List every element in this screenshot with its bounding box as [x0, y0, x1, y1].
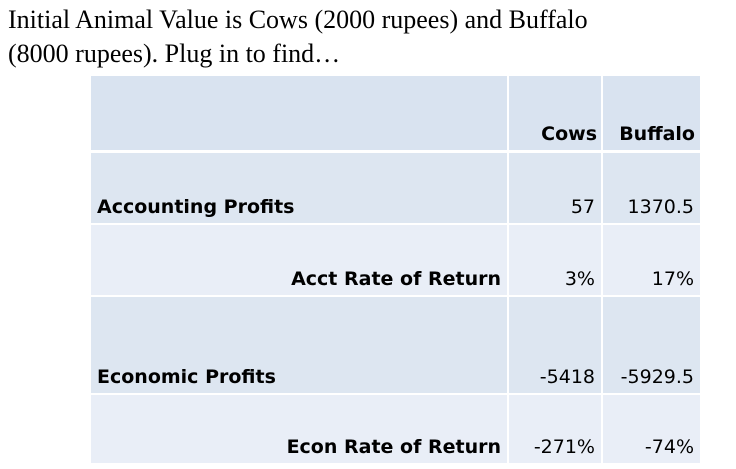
heading-line-1: Initial Animal Value is Cows (2000 rupee… — [8, 5, 588, 34]
header-cell-blank — [91, 76, 509, 153]
table-row: Accounting Profits 57 1370.5 — [91, 151, 700, 225]
table-row: Acct Rate of Return 3% 17% — [91, 224, 700, 297]
table-row: Economic Profits -5418 -5929.5 — [91, 296, 700, 395]
cows-economic-profits: -5418 — [539, 366, 595, 388]
cows-accounting-profits: 57 — [570, 196, 595, 218]
buffalo-accounting-profits: 1370.5 — [627, 196, 694, 218]
cows-acct-rate-of-return: 3% — [564, 268, 595, 290]
buffalo-economic-profits: -5929.5 — [620, 366, 694, 388]
row-label-acct-rate-of-return: Acct Rate of Return — [291, 268, 501, 290]
cows-value-cell: -271% — [508, 394, 603, 463]
profits-table: Cows Buffalo Accounting Profits 57 1370.… — [91, 76, 700, 463]
row-label-accounting-profits: Accounting Profits — [97, 196, 295, 218]
heading-line-2: (8000 rupees). Plug in to find… — [8, 39, 341, 68]
row-label-econ-rate-of-return: Econ Rate of Return — [286, 436, 501, 458]
buffalo-value-cell: -5929.5 — [602, 296, 700, 395]
cows-value-cell: -5418 — [508, 296, 603, 395]
buffalo-value-cell: 1370.5 — [602, 151, 700, 225]
cows-value-cell: 3% — [508, 224, 603, 297]
column-header-buffalo: Buffalo — [619, 123, 695, 145]
column-header-cows: Cows — [541, 123, 597, 145]
buffalo-value-cell: -74% — [602, 394, 700, 463]
slide-heading: Initial Animal Value is Cows (2000 rupee… — [8, 3, 728, 71]
row-label-cell: Acct Rate of Return — [91, 224, 509, 297]
row-label-cell: Economic Profits — [91, 296, 509, 395]
cows-econ-rate-of-return: -271% — [533, 436, 595, 458]
row-label-cell: Econ Rate of Return — [91, 394, 509, 463]
table-row: Econ Rate of Return -271% -74% — [91, 394, 700, 463]
row-label-economic-profits: Economic Profits — [97, 366, 276, 388]
header-cell-buffalo: Buffalo — [602, 76, 700, 153]
table-header-row: Cows Buffalo — [91, 76, 700, 153]
row-label-cell: Accounting Profits — [91, 151, 509, 225]
buffalo-acct-rate-of-return: 17% — [651, 268, 694, 290]
buffalo-value-cell: 17% — [602, 224, 700, 297]
buffalo-econ-rate-of-return: -74% — [644, 436, 694, 458]
header-cell-cows: Cows — [508, 76, 603, 153]
cows-value-cell: 57 — [508, 151, 603, 225]
